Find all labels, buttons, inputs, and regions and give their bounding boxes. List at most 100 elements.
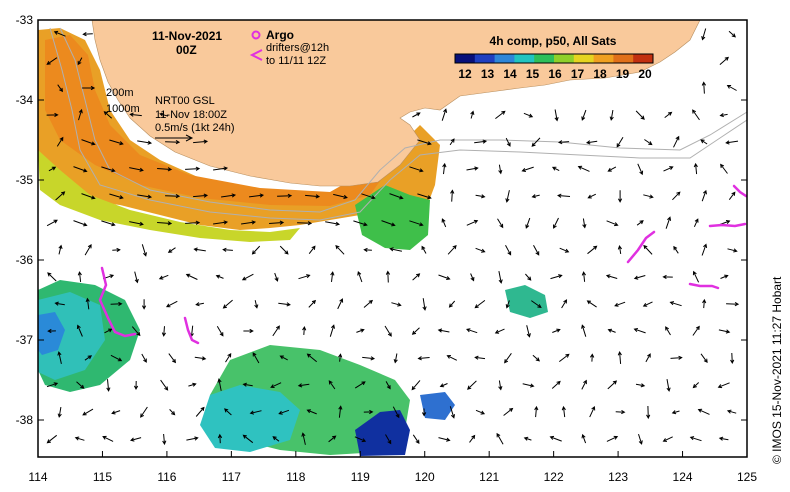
current-vector-arrow bbox=[306, 409, 317, 415]
current-vector-arrow bbox=[46, 219, 58, 227]
current-vector-arrow bbox=[617, 245, 622, 254]
colorbar-swatch bbox=[613, 54, 634, 63]
colorbar-swatch bbox=[573, 54, 595, 63]
current-vector-arrow bbox=[521, 166, 534, 172]
current-vector-arrow bbox=[81, 139, 96, 146]
current-vector-arrow bbox=[274, 272, 279, 282]
current-vector-arrow bbox=[505, 190, 510, 203]
current-vector-arrow bbox=[448, 300, 456, 308]
current-vector-arrow bbox=[673, 135, 680, 148]
current-vector-arrow bbox=[333, 193, 348, 199]
current-vector-arrow bbox=[129, 221, 144, 226]
current-vector-arrow bbox=[103, 111, 113, 119]
current-vector-arrow bbox=[392, 406, 400, 419]
argo-legend: Argo bbox=[251, 28, 294, 42]
drifter-label-line1: drifters@12h bbox=[266, 42, 329, 54]
current-vector-arrow bbox=[441, 108, 448, 121]
current-vector-arrow bbox=[701, 28, 707, 41]
current-vector-arrow bbox=[525, 273, 532, 281]
plot-frame bbox=[37, 19, 748, 458]
current-vector-arrow bbox=[522, 383, 535, 388]
current-vector-arrow bbox=[474, 300, 486, 309]
colorbar-tick-label: 12 bbox=[458, 67, 472, 81]
current-vector-arrow bbox=[82, 31, 93, 37]
current-vector-arrow bbox=[157, 221, 173, 226]
colorbar-swatch bbox=[514, 54, 535, 63]
current-vector-arrow bbox=[531, 300, 542, 309]
current-vector-arrow bbox=[718, 436, 729, 441]
current-vector-arrow bbox=[701, 81, 707, 94]
current-vector-arrow bbox=[278, 409, 290, 415]
current-vector-arrow bbox=[497, 218, 504, 229]
current-vector-arrow bbox=[57, 407, 62, 418]
current-vector-arrow bbox=[702, 298, 707, 309]
current-vector-arrow bbox=[46, 382, 59, 388]
current-vector-arrow bbox=[225, 353, 232, 363]
current-vector-arrow bbox=[475, 409, 486, 415]
current-vector-arrow bbox=[617, 190, 623, 203]
current-vector-arrow bbox=[129, 167, 144, 172]
y-axis-ticks: -33 -34 -35 -36 -37 -38 bbox=[16, 13, 747, 427]
drifter-symbol-icon bbox=[249, 49, 263, 61]
current-vector-arrow bbox=[251, 245, 261, 255]
current-vector-arrow bbox=[635, 110, 645, 120]
current-vector-arrow bbox=[577, 165, 590, 172]
current-vector-arrow bbox=[362, 356, 376, 361]
current-vector-arrow bbox=[384, 325, 392, 337]
product-label: NRT00 GSL bbox=[155, 95, 215, 107]
sst-patch-south-cyan bbox=[200, 385, 300, 452]
y-tick-label: -36 bbox=[16, 253, 34, 267]
current-vector-arrow bbox=[726, 301, 740, 307]
current-vector-arrow bbox=[582, 218, 587, 229]
colorbar-frame bbox=[454, 53, 654, 64]
colorbar-ticks: 12 13 14 15 16 17 18 19 20 bbox=[458, 67, 652, 81]
current-vector-arrow bbox=[504, 353, 512, 364]
colorbar-swatch bbox=[455, 54, 476, 63]
current-vector-arrow bbox=[165, 193, 181, 199]
current-vector-arrow bbox=[217, 378, 222, 391]
current-vector-arrow bbox=[417, 356, 430, 361]
current-vector-arrow bbox=[607, 380, 618, 390]
current-vector-arrow bbox=[213, 166, 229, 171]
current-vector-arrow bbox=[559, 247, 570, 253]
current-vector-arrow bbox=[642, 301, 653, 307]
current-vector-arrow bbox=[417, 139, 432, 146]
current-vector-arrow bbox=[195, 406, 205, 417]
current-vector-arrow bbox=[606, 220, 619, 227]
isobath-200m bbox=[59, 27, 748, 213]
current-vector-arrow bbox=[54, 301, 65, 306]
drifter-track-3 bbox=[626, 230, 656, 264]
current-vector-arrow bbox=[614, 301, 626, 307]
current-vector-arrow bbox=[131, 326, 141, 337]
current-vector-arrow bbox=[615, 409, 626, 415]
current-vector-arrow bbox=[665, 326, 671, 336]
current-vector-arrow bbox=[185, 220, 201, 225]
current-vector-arrow bbox=[581, 109, 587, 121]
current-vector-arrow bbox=[498, 164, 503, 175]
current-vector-arrow bbox=[308, 299, 317, 308]
current-vector-arrow bbox=[337, 298, 344, 310]
current-vector-arrow bbox=[449, 138, 455, 146]
current-vector-arrow bbox=[129, 112, 142, 117]
current-vector-arrow bbox=[140, 406, 148, 418]
current-vector-arrow bbox=[589, 405, 596, 418]
current-vector-arrow bbox=[47, 328, 56, 334]
sst-patch-south-navy bbox=[355, 410, 410, 456]
current-vector-arrow bbox=[193, 139, 209, 144]
x-tick-label: 122 bbox=[544, 470, 564, 484]
current-vector-arrow bbox=[241, 220, 257, 225]
current-vector-arrow bbox=[467, 380, 477, 390]
current-vector-arrow bbox=[224, 408, 232, 416]
current-vector-arrow bbox=[269, 220, 285, 225]
current-vector-arrow bbox=[505, 137, 511, 147]
current-vector-arrow bbox=[581, 324, 587, 337]
current-vector-arrow bbox=[82, 85, 96, 91]
current-vector-arrow bbox=[470, 273, 475, 282]
current-vector-arrow bbox=[633, 328, 646, 334]
current-vector-arrow bbox=[633, 275, 646, 280]
x-axis-ticks: 114 115 116 117 118 119 120 121 122 123 124 125 bbox=[28, 451, 757, 484]
current-vector-arrow bbox=[727, 248, 738, 253]
current-vector-arrow bbox=[523, 112, 534, 118]
current-vector-arrow bbox=[76, 324, 83, 337]
current-vector-arrow bbox=[666, 379, 671, 392]
